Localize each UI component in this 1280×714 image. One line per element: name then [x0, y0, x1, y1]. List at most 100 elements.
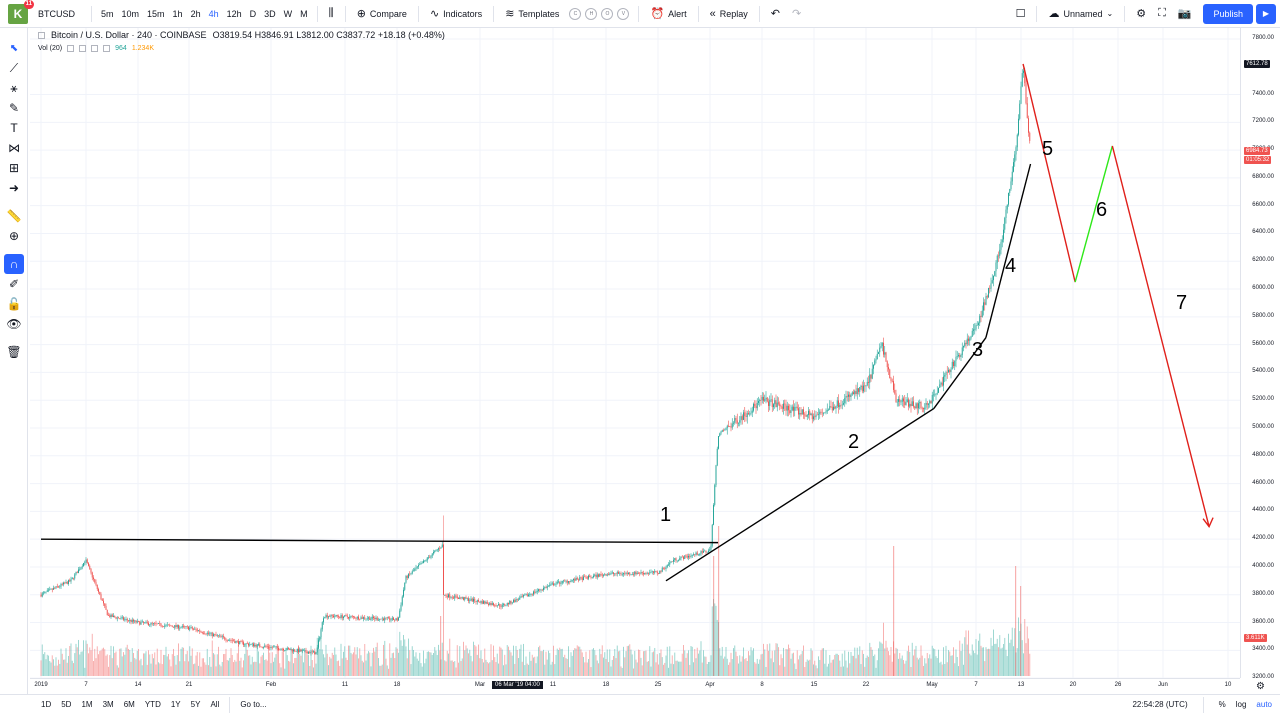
goto-button[interactable]: Go to... — [240, 700, 267, 709]
interval-2h[interactable]: 2h — [190, 8, 201, 19]
magnet-tool[interactable]: ∩ — [4, 254, 24, 274]
templates-button[interactable]: ≋ Templates — [499, 7, 565, 20]
pattern-tool[interactable]: ⋈ — [4, 138, 24, 158]
candle-body — [110, 614, 112, 618]
volume-bar — [635, 659, 637, 676]
clock[interactable]: 22:54:28 (UTC) — [1132, 700, 1188, 709]
symbol-search[interactable]: BTCUSD — [38, 8, 76, 19]
interval-1h[interactable]: 1h — [172, 8, 183, 19]
settings-button[interactable]: ⚙ — [1130, 7, 1152, 20]
interval-3D[interactable]: 3D — [264, 8, 276, 19]
compare-button[interactable]: ⊕ Compare — [351, 7, 413, 20]
undo-button[interactable]: ↶ — [765, 7, 786, 20]
range-3m[interactable]: 3M — [102, 700, 114, 709]
gear-icon[interactable] — [79, 45, 87, 52]
candle-body — [790, 410, 792, 413]
range-6m[interactable]: 6M — [123, 700, 135, 709]
hide-drawings-tool[interactable]: 👁 — [4, 314, 24, 334]
publish-video-button[interactable]: ▶ — [1256, 3, 1276, 24]
volume-bar — [449, 638, 451, 676]
interval-10m[interactable]: 10m — [121, 8, 140, 19]
template-h-button[interactable]: H — [585, 7, 598, 20]
volume-bar — [914, 649, 916, 676]
candle-body — [144, 622, 146, 624]
candle-body — [828, 409, 829, 411]
layout-name-button[interactable]: ☁ Unnamed ⌄ — [1042, 7, 1119, 20]
eye-icon[interactable] — [67, 45, 75, 52]
volume-bar — [489, 662, 491, 676]
fullscreen-layout-button[interactable]: ☐ — [1010, 7, 1032, 20]
trendline-tool[interactable]: ⟋ — [4, 58, 24, 78]
measure-tool[interactable]: 📏 — [4, 206, 24, 226]
volume-bar — [693, 662, 694, 676]
candle-body — [470, 598, 472, 601]
candle-body — [816, 414, 818, 416]
interval-12h[interactable]: 12h — [226, 8, 242, 19]
candle-body — [664, 568, 666, 569]
range-1m[interactable]: 1M — [81, 700, 93, 709]
interval-4h[interactable]: 4h — [208, 8, 219, 19]
volume-bar — [456, 645, 458, 676]
candle-body — [928, 403, 929, 405]
candle-body — [738, 422, 739, 424]
template-o-button[interactable]: O — [601, 7, 614, 20]
template-c-button[interactable]: C — [569, 7, 582, 20]
range-1y[interactable]: 1Y — [170, 700, 181, 709]
range-ytd[interactable]: YTD — [144, 700, 161, 709]
candle-body — [405, 576, 407, 583]
volume-bar — [260, 656, 262, 676]
close-icon[interactable] — [91, 45, 99, 52]
legend-collapse-icon[interactable] — [38, 31, 45, 39]
interval-D[interactable]: D — [249, 8, 257, 19]
interval-15m[interactable]: 15m — [147, 8, 165, 19]
log-toggle[interactable]: log — [1235, 700, 1247, 709]
interval-5m[interactable]: 5m — [101, 8, 114, 19]
zoom-tool[interactable]: ⊕ — [4, 226, 24, 246]
auto-toggle[interactable]: auto — [1256, 700, 1272, 709]
remove-drawings-tool[interactable]: 🗑 — [4, 342, 24, 362]
lock-tool[interactable]: 🔓 — [4, 294, 24, 314]
price-scale[interactable]: 7800.007400.007200.007000.006800.006600.… — [1240, 28, 1280, 680]
volume-bar — [235, 661, 237, 676]
alert-button[interactable]: ⏰ Alert — [644, 7, 692, 20]
volume-bar — [781, 658, 783, 676]
replay-button[interactable]: « Replay — [704, 8, 754, 20]
volume-bar — [169, 659, 171, 676]
publish-button[interactable]: Publish — [1203, 3, 1253, 24]
stay-drawing-tool[interactable]: ✐ — [4, 274, 24, 294]
indicators-button[interactable]: ∿ Indicators — [424, 7, 488, 20]
range-5y[interactable]: 5Y — [190, 700, 201, 709]
volume-bar — [364, 644, 366, 676]
candle-body — [320, 629, 322, 638]
range-1d[interactable]: 1D — [41, 700, 52, 709]
chart-style-button[interactable]: ⫼ — [323, 7, 340, 20]
cursor-tool[interactable]: ⬉ — [4, 38, 24, 58]
percent-toggle[interactable]: % — [1218, 700, 1226, 709]
candle-body — [955, 356, 957, 361]
fib-tool[interactable]: ⚹ — [4, 78, 24, 98]
interval-W[interactable]: W — [283, 8, 293, 19]
more-icon[interactable] — [103, 45, 111, 52]
template-v-button[interactable]: V — [617, 7, 630, 20]
candle-body — [970, 336, 972, 339]
prediction-tool[interactable]: ⊞ — [4, 158, 24, 178]
range-all[interactable]: All — [210, 700, 220, 709]
brush-tool[interactable]: ✎ — [4, 98, 24, 118]
snapshot-button[interactable]: 📷 — [1172, 7, 1198, 20]
fullscreen-button[interactable]: ⛶ — [1152, 7, 1172, 20]
candle-body — [471, 598, 473, 602]
interval-M[interactable]: M — [300, 8, 308, 19]
candle-body — [979, 315, 981, 324]
app-logo[interactable]: K 11 — [8, 0, 34, 24]
redo-button[interactable]: ↷ — [786, 7, 807, 20]
candle-body — [94, 579, 96, 583]
volume-bar — [431, 654, 433, 676]
range-5d[interactable]: 5D — [61, 700, 72, 709]
text-tool[interactable]: T — [4, 118, 24, 138]
scale-settings-button[interactable]: ⚙ — [1256, 681, 1265, 692]
volume-bar — [860, 664, 862, 676]
time-scale[interactable]: 06 Mar '19 04:00 2019 7 14 21 Feb 11 18 Mar 11 18… — [30, 678, 1240, 694]
back-tool[interactable]: ➜ — [4, 178, 24, 198]
